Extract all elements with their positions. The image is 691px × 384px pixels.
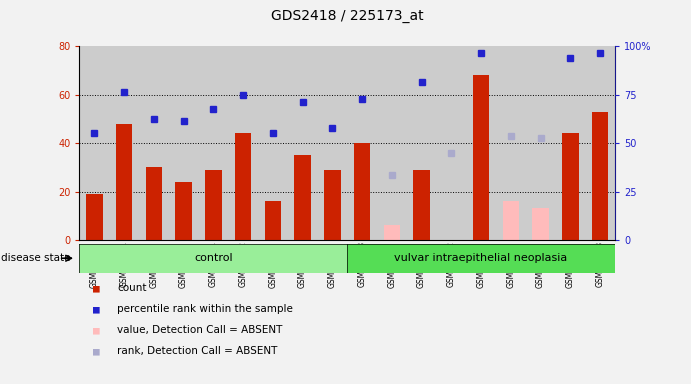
Bar [235, 133, 252, 240]
Bar [473, 75, 489, 240]
Bar [109, 46, 139, 240]
Bar [324, 170, 341, 240]
Bar [287, 46, 317, 240]
Bar [205, 170, 222, 240]
Bar [79, 46, 109, 240]
Bar [347, 46, 377, 240]
Bar [466, 46, 496, 240]
Text: control: control [194, 253, 233, 263]
Bar [116, 124, 132, 240]
Bar [407, 46, 437, 240]
Text: ■: ■ [93, 325, 100, 335]
Text: percentile rank within the sample: percentile rank within the sample [117, 304, 294, 314]
Text: count: count [117, 283, 147, 293]
Bar [354, 143, 370, 240]
Bar [592, 111, 608, 240]
Bar [585, 46, 615, 240]
Bar [294, 155, 311, 240]
Bar [169, 46, 198, 240]
Bar [347, 244, 615, 273]
Bar [228, 46, 258, 240]
Text: value, Detection Call = ABSENT: value, Detection Call = ABSENT [117, 325, 283, 335]
Bar [533, 209, 549, 240]
Bar [413, 170, 430, 240]
Bar [86, 194, 102, 240]
Bar [502, 201, 519, 240]
Text: ■: ■ [93, 283, 100, 293]
Bar [198, 46, 228, 240]
Bar [377, 46, 407, 240]
Text: GDS2418 / 225173_at: GDS2418 / 225173_at [271, 9, 424, 23]
Bar [258, 46, 287, 240]
Bar [317, 46, 347, 240]
Text: ■: ■ [93, 346, 100, 356]
Text: rank, Detection Call = ABSENT: rank, Detection Call = ABSENT [117, 346, 278, 356]
Bar [139, 46, 169, 240]
Bar [146, 167, 162, 240]
Bar [556, 46, 585, 240]
Bar [79, 244, 347, 273]
Bar [496, 46, 526, 240]
Bar [384, 225, 400, 240]
Text: vulvar intraepithelial neoplasia: vulvar intraepithelial neoplasia [395, 253, 568, 263]
Bar [265, 201, 281, 240]
Bar [437, 46, 466, 240]
Bar [176, 182, 192, 240]
Text: ■: ■ [93, 304, 100, 314]
Bar [562, 133, 578, 240]
Text: disease state: disease state [1, 253, 70, 263]
Bar [526, 46, 556, 240]
